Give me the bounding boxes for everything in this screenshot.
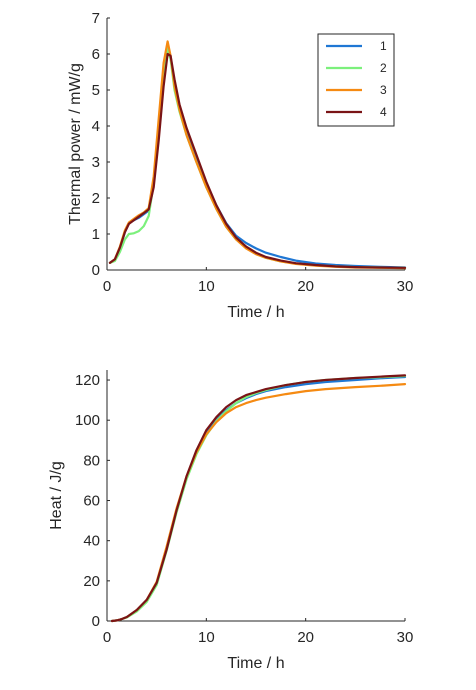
legend-label-3: 3 <box>380 83 387 97</box>
series-line-4 <box>110 374 407 623</box>
y-tick-label: 4 <box>92 118 100 135</box>
series-line-4 <box>108 52 407 269</box>
x-tick-label: 10 <box>198 278 215 295</box>
y-tick-label: 20 <box>83 573 100 590</box>
legend-label-1: 1 <box>380 39 387 53</box>
y-tick-label: 80 <box>83 452 100 469</box>
x-axis-title: Time / h <box>227 304 284 321</box>
y-tick-label: 2 <box>92 190 100 207</box>
x-tick-label: 10 <box>198 629 215 646</box>
legend-label-2: 2 <box>380 61 387 75</box>
y-tick-label: 0 <box>92 262 100 279</box>
y-tick-label: 120 <box>75 372 100 389</box>
y-axis-title: Heat / J/g <box>48 461 65 529</box>
y-axis-title: Thermal power / mW/g <box>67 63 84 225</box>
y-tick-label: 100 <box>75 412 100 429</box>
y-tick-label: 3 <box>92 154 100 171</box>
legend-label-4: 4 <box>380 105 387 119</box>
y-tick-label: 6 <box>92 46 100 63</box>
chart-2: 0 10 20 30 0 20 40 60 80 100 120 Time / h Heat / J/g <box>48 370 413 672</box>
legend-box <box>317 33 395 127</box>
x-axis-title: Time / h <box>227 655 284 672</box>
x-tick-label: 20 <box>297 278 314 295</box>
y-tick-label: 5 <box>92 82 100 99</box>
x-tick-label: 30 <box>397 629 414 646</box>
x-tick-label: 0 <box>103 278 111 295</box>
legend: 1 2 3 4 <box>317 33 395 127</box>
y-tick-label: 1 <box>92 226 100 243</box>
y-tick-label: 60 <box>83 493 100 510</box>
x-tick-label: 30 <box>397 278 414 295</box>
y-tick-label: 0 <box>92 613 100 630</box>
y-tick-label: 7 <box>92 10 100 27</box>
y-tick-label: 40 <box>83 533 100 550</box>
x-tick-label: 0 <box>103 629 111 646</box>
x-tick-label: 20 <box>297 629 314 646</box>
chart-1: 0 10 20 30 0 1 2 3 4 5 6 7 Time / h Thermal power / m… <box>67 10 413 321</box>
